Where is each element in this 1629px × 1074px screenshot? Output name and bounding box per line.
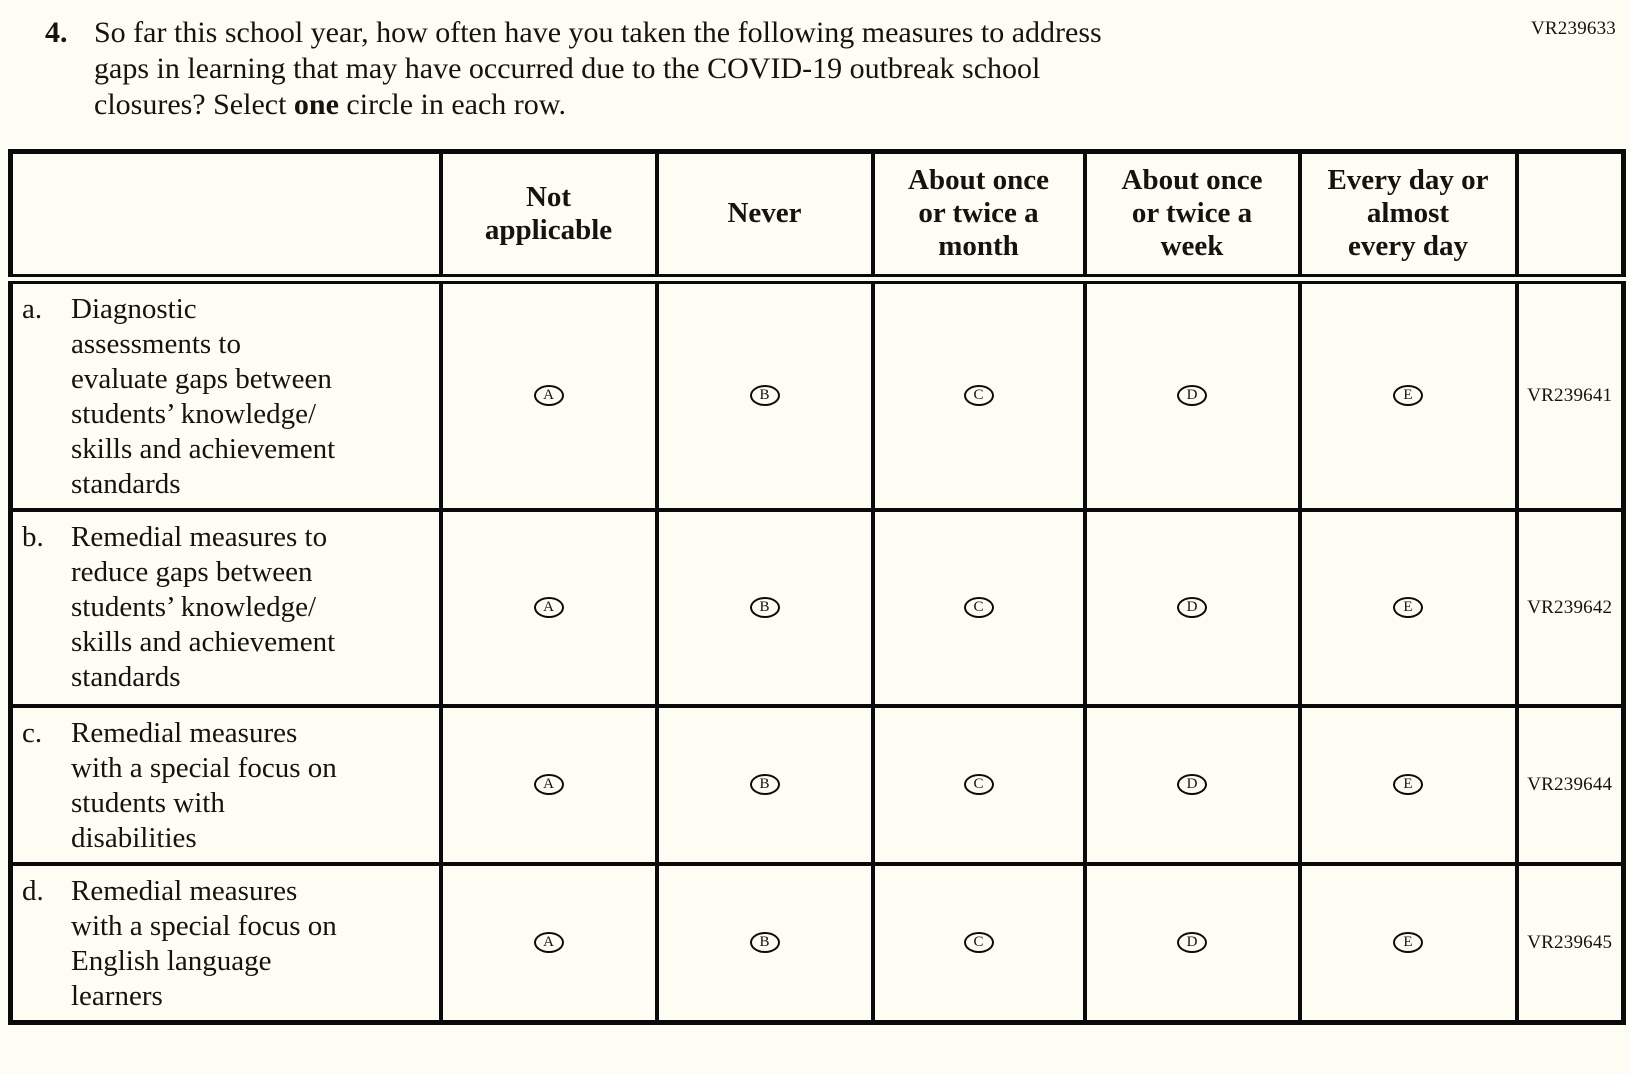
row-c-text: Remedial measures with a special focus o…	[71, 716, 337, 854]
col-header-never: Never	[654, 149, 875, 284]
row-c-cell-once-twice-month: C	[870, 703, 1087, 866]
table-row-c: c. Remedial measures with a special focu…	[8, 703, 1626, 866]
row-a-bubble-not-applicable[interactable]: A	[533, 385, 564, 406]
row-b-bubble-once-twice-month[interactable]: C	[963, 597, 994, 618]
row-a-letter: a.	[22, 292, 43, 325]
row-d-bubble-not-applicable[interactable]: A	[533, 932, 564, 953]
row-b-stem: b. Remedial measures to reduce gaps betw…	[8, 507, 443, 708]
row-c-cell-once-twice-week: D	[1082, 703, 1302, 866]
row-c-letter: c.	[22, 716, 43, 749]
row-c-bubble-once-twice-month[interactable]: C	[963, 774, 994, 795]
row-d-bubble-every-day[interactable]: E	[1393, 932, 1423, 953]
row-d-cell-once-twice-month: C	[870, 861, 1087, 1024]
row-c-cell-every-day: E	[1297, 703, 1519, 866]
question-text-tail: circle in each row.	[338, 88, 567, 121]
table-row-b: b. Remedial measures to reduce gaps betw…	[8, 507, 1626, 708]
row-b-bubble-never[interactable]: B	[749, 597, 780, 618]
row-a-text: Diagnostic assessments to evaluate gaps …	[71, 292, 336, 500]
row-b-cell-every-day: E	[1297, 507, 1519, 708]
row-c-bubble-once-twice-week[interactable]: D	[1177, 774, 1207, 795]
row-a-bubble-every-day[interactable]: E	[1393, 385, 1423, 406]
row-a-cell-once-twice-month: C	[870, 276, 1087, 512]
row-b-text: Remedial measures to reduce gaps between…	[71, 520, 336, 693]
table-row-a: a. Diagnostic assessments to evaluate ga…	[8, 276, 1626, 512]
row-c-stem: c. Remedial measures with a special focu…	[8, 703, 443, 866]
row-a-bubble-once-twice-week[interactable]: D	[1177, 385, 1207, 406]
row-b-code: VR239642	[1514, 507, 1626, 708]
col-header-once-twice-month: About once or twice a month	[870, 149, 1087, 284]
question-text-bold-one: one	[293, 88, 339, 121]
row-a-bubble-once-twice-month[interactable]: C	[963, 385, 994, 406]
row-b-bubble-once-twice-week[interactable]: D	[1177, 597, 1207, 618]
question-block: 4. So far this school year, how often ha…	[45, 15, 1629, 123]
row-c-code: VR239644	[1514, 703, 1626, 866]
row-b-letter: b.	[22, 520, 44, 553]
question-number: 4.	[45, 16, 68, 49]
row-a-code: VR239641	[1514, 276, 1626, 512]
row-d-letter: d.	[22, 874, 44, 907]
row-d-cell-once-twice-week: D	[1082, 861, 1302, 1024]
row-d-code: VR239645	[1514, 861, 1626, 1024]
row-a-cell-never: B	[654, 276, 875, 512]
header-cell-stem-empty	[8, 149, 443, 284]
row-d-bubble-once-twice-week[interactable]: D	[1177, 932, 1207, 953]
row-a-cell-not-applicable: A	[438, 276, 659, 512]
row-d-text: Remedial measures with a special focus o…	[71, 874, 337, 1012]
row-c-bubble-not-applicable[interactable]: A	[533, 774, 564, 795]
row-c-cell-never: B	[654, 703, 875, 866]
row-b-bubble-every-day[interactable]: E	[1393, 597, 1423, 618]
response-matrix-table: Not applicable Never About once or twice…	[8, 149, 1626, 1025]
header-row: Not applicable Never About once or twice…	[8, 149, 1626, 284]
row-d-cell-never: B	[654, 861, 875, 1024]
col-header-once-twice-week: About once or twice a week	[1082, 149, 1302, 284]
col-header-not-applicable: Not applicable	[438, 149, 659, 284]
row-b-cell-once-twice-month: C	[870, 507, 1087, 708]
row-a-cell-once-twice-week: D	[1082, 276, 1302, 512]
question-text-main: So far this school year, how often have …	[94, 16, 1102, 121]
question-text: So far this school year, how often have …	[94, 15, 1102, 123]
row-c-bubble-every-day[interactable]: E	[1393, 774, 1423, 795]
row-b-bubble-not-applicable[interactable]: A	[533, 597, 564, 618]
row-c-cell-not-applicable: A	[438, 703, 659, 866]
row-a-stem: a. Diagnostic assessments to evaluate ga…	[8, 276, 443, 512]
table-row-d: d. Remedial measures with a special focu…	[8, 861, 1626, 1024]
row-a-bubble-never[interactable]: B	[749, 385, 780, 406]
row-d-cell-every-day: E	[1297, 861, 1519, 1024]
row-d-stem: d. Remedial measures with a special focu…	[8, 861, 443, 1024]
row-d-bubble-never[interactable]: B	[749, 932, 780, 953]
row-c-bubble-never[interactable]: B	[749, 774, 780, 795]
row-b-cell-never: B	[654, 507, 875, 708]
row-a-cell-every-day: E	[1297, 276, 1519, 512]
row-d-cell-not-applicable: A	[438, 861, 659, 1024]
row-b-cell-once-twice-week: D	[1082, 507, 1302, 708]
row-b-cell-not-applicable: A	[438, 507, 659, 708]
col-header-every-day: Every day or almost every day	[1297, 149, 1519, 284]
header-cell-code-empty	[1514, 149, 1626, 284]
row-d-bubble-once-twice-month[interactable]: C	[963, 932, 994, 953]
page-form-code: VR239633	[1531, 18, 1616, 39]
